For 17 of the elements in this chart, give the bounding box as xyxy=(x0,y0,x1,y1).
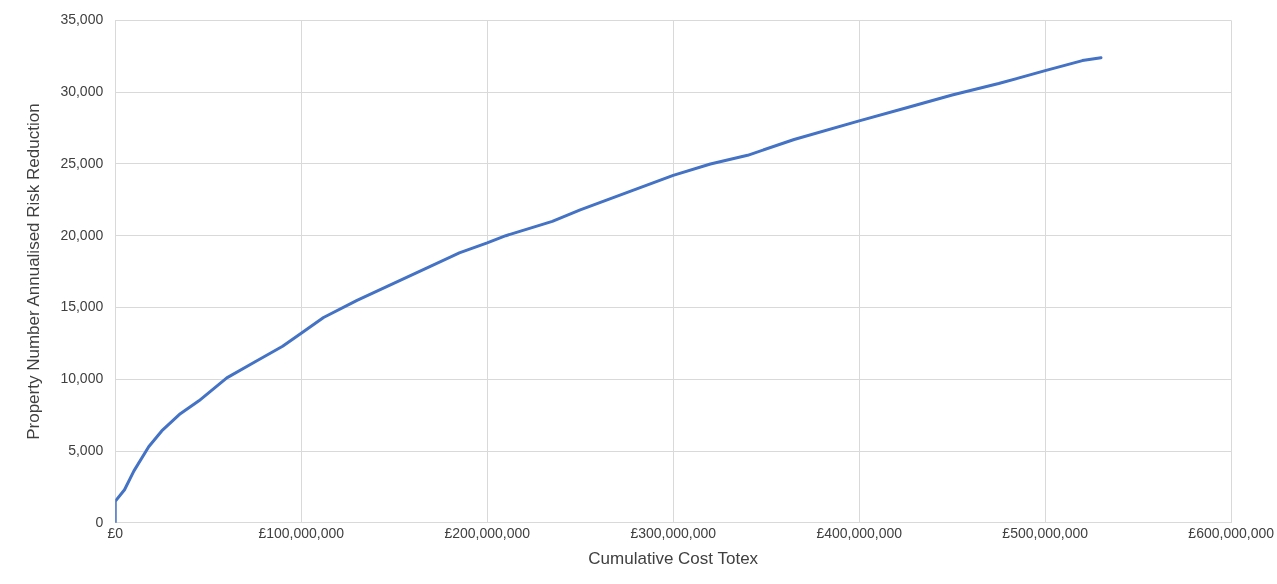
y-axis-title: Property Number Annualised Risk Reduction xyxy=(23,103,43,440)
x-tick-label: £200,000,000 xyxy=(444,525,531,542)
y-tick-label: 35,000 xyxy=(60,11,104,28)
y-tick-label: 20,000 xyxy=(60,226,104,243)
x-tick-label: £100,000,000 xyxy=(258,525,345,542)
x-tick-label: £0 xyxy=(107,525,124,542)
x-tick-label: £300,000,000 xyxy=(630,525,717,542)
y-tick-label: 15,000 xyxy=(60,298,104,315)
y-tick-label: 5,000 xyxy=(68,441,104,458)
x-tick-label: £400,000,000 xyxy=(816,525,903,542)
y-tick-label: 25,000 xyxy=(60,154,104,171)
x-tick-label: £600,000,000 xyxy=(1188,525,1275,542)
y-tick-label: 30,000 xyxy=(60,83,104,100)
y-tick-label: 0 xyxy=(95,513,104,530)
x-axis-title: Cumulative Cost Totex xyxy=(588,549,759,569)
x-tick-label: £500,000,000 xyxy=(1002,525,1089,542)
y-tick-label: 10,000 xyxy=(60,370,104,387)
